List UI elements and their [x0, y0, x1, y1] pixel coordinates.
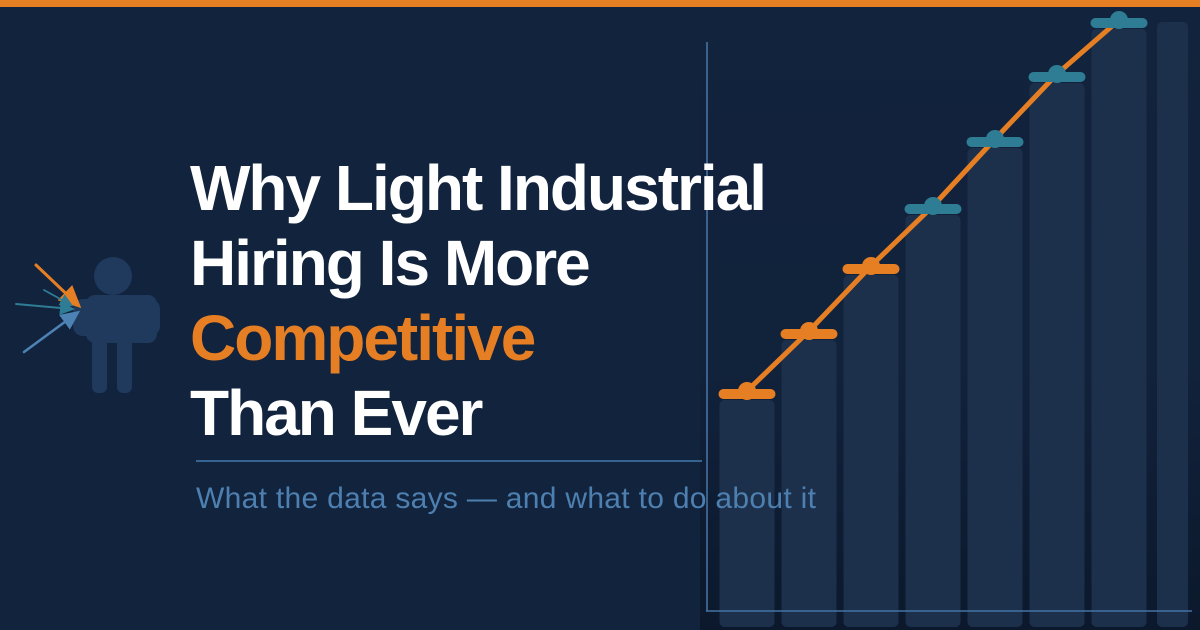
chart-bar: [719, 400, 775, 627]
bar-cap-marker: [904, 204, 962, 214]
bar-cap-marker: [966, 137, 1024, 147]
teal-arrow-small-icon: [43, 289, 74, 307]
top-accent-bar: [0, 0, 1200, 7]
title-line-2: Hiring Is More: [190, 227, 591, 299]
bar-cap-marker: [842, 264, 900, 274]
bar-cap-marker: [1028, 72, 1086, 82]
chart-bar: [781, 340, 837, 627]
chart-bar: [905, 215, 961, 627]
subtitle: What the data says — and what to do abou…: [196, 482, 817, 515]
chart-bar: [967, 148, 1023, 627]
chart-bar: [1091, 29, 1147, 627]
bar-cap-marker: [718, 389, 776, 399]
orange-arrow-icon: [34, 263, 82, 309]
divider-line: [196, 460, 702, 462]
bar-cap-marker: [780, 329, 838, 339]
page-title: Why Light Industrial Hiring Is More Comp…: [190, 151, 767, 451]
chart-bar: [843, 275, 899, 627]
blue-arrow-icon: [22, 310, 81, 354]
teal-arrow-icon: [15, 300, 75, 315]
person-silhouette-icon: [73, 257, 160, 393]
title-line-4: Than Ever: [190, 377, 483, 449]
title-line-3-accent: Competitive: [190, 302, 536, 374]
chart-bar: [1157, 22, 1188, 627]
title-line-1: Why Light Industrial: [190, 152, 767, 224]
chart-bar: [1029, 83, 1085, 627]
bar-cap-marker: [1090, 18, 1148, 28]
